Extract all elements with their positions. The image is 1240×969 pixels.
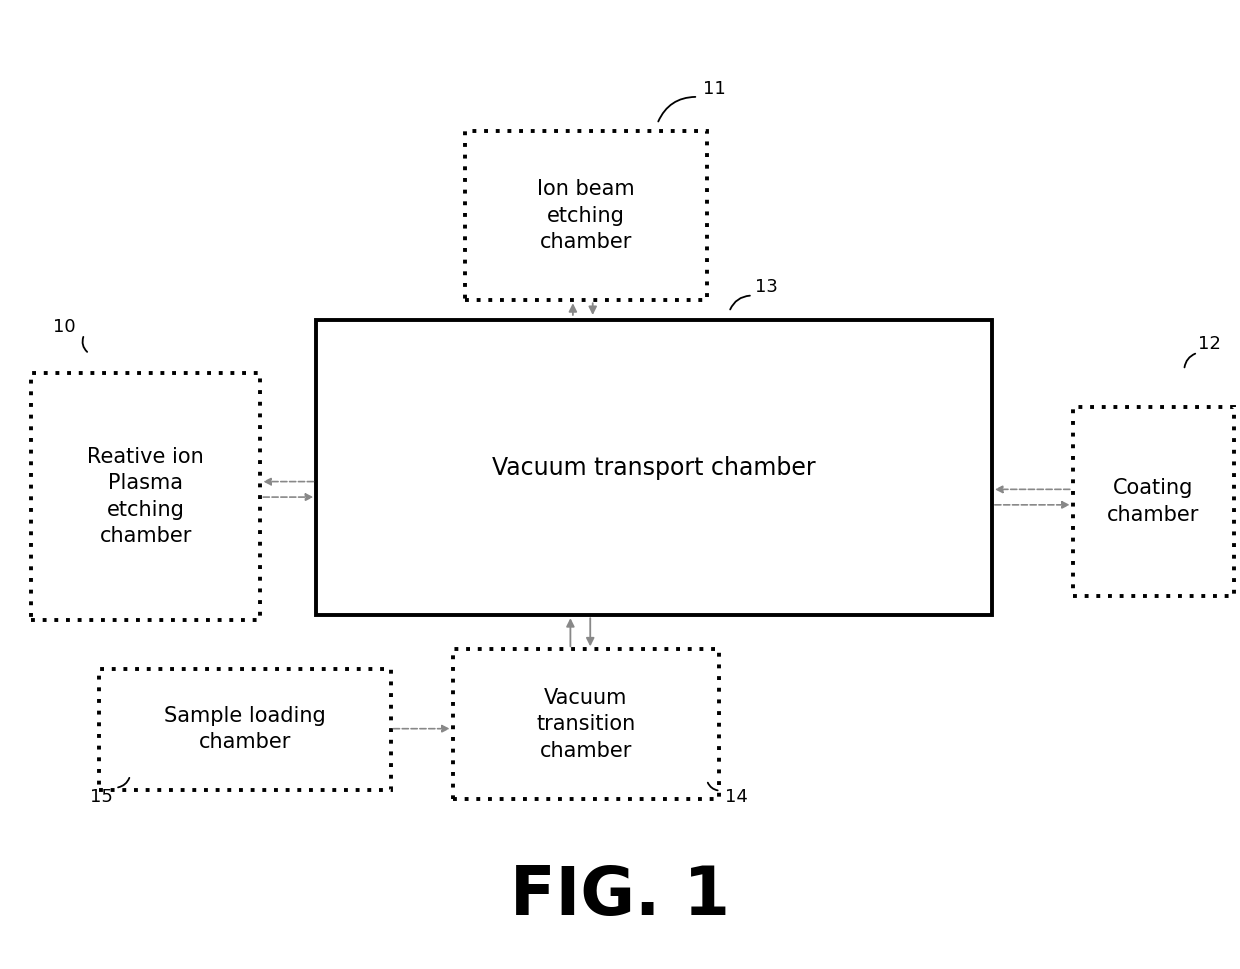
Text: Sample loading
chamber: Sample loading chamber [164, 706, 326, 752]
Text: 10: 10 [53, 318, 76, 335]
Bar [453, 649, 719, 799]
Text: Ion beam
etching
chamber: Ion beam etching chamber [537, 179, 635, 252]
Text: 14: 14 [725, 788, 748, 805]
Bar [465, 131, 707, 300]
Text: 13: 13 [755, 278, 777, 296]
Bar [1073, 407, 1234, 596]
Bar [316, 320, 992, 615]
Bar [31, 373, 260, 620]
Text: Vacuum transport chamber: Vacuum transport chamber [492, 455, 816, 480]
Text: Coating
chamber: Coating chamber [1107, 479, 1199, 524]
Text: 11: 11 [703, 80, 725, 98]
Text: 12: 12 [1198, 335, 1220, 353]
Bar [99, 669, 391, 790]
Text: Reative ion
Plasma
etching
chamber: Reative ion Plasma etching chamber [87, 447, 205, 547]
Text: Vacuum
transition
chamber: Vacuum transition chamber [536, 688, 636, 761]
Text: FIG. 1: FIG. 1 [510, 863, 730, 929]
Text: 15: 15 [91, 788, 113, 805]
